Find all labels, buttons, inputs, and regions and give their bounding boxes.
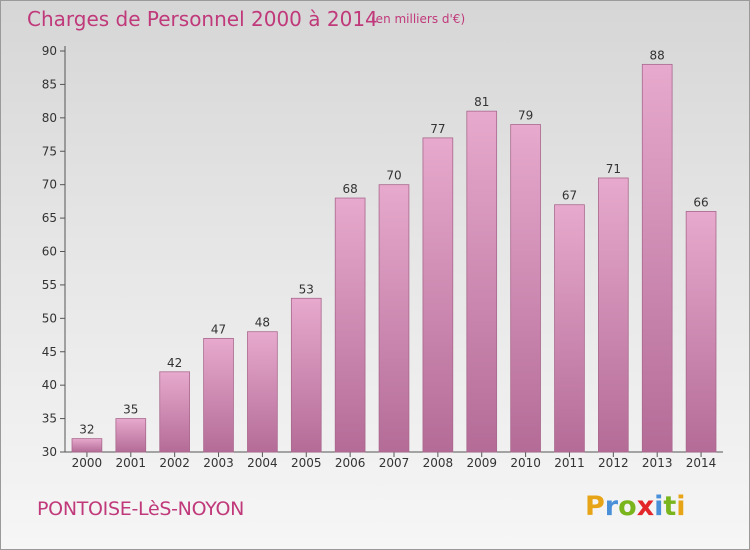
logo-letter: r xyxy=(604,491,619,522)
y-tick-label: 45 xyxy=(42,345,57,359)
data-label: 77 xyxy=(430,122,445,136)
logo-letter: i xyxy=(676,491,686,522)
data-label: 47 xyxy=(211,322,226,336)
bar xyxy=(685,210,717,453)
bar xyxy=(115,418,147,453)
bar xyxy=(510,124,541,453)
data-label: 70 xyxy=(386,169,401,183)
x-tick-label: 2005 xyxy=(291,456,322,470)
data-label: 68 xyxy=(342,182,357,196)
data-label: 53 xyxy=(299,282,314,296)
logo-letter: t xyxy=(663,491,677,522)
x-axis: 2000 2001 2002 2003 2004 2005 2006 2007 2008 2009… xyxy=(65,451,723,470)
bar xyxy=(247,331,278,453)
bar xyxy=(334,197,366,453)
y-tick-label: 60 xyxy=(42,245,57,259)
chart-subtitle: (en milliers d'€) xyxy=(371,12,466,26)
x-tick-label: 2000 xyxy=(72,456,103,470)
bar xyxy=(641,63,673,453)
data-label: 42 xyxy=(167,356,182,370)
bar xyxy=(598,177,629,453)
y-tick-label: 75 xyxy=(42,144,57,158)
bar xyxy=(71,438,103,453)
y-tick-label: 90 xyxy=(42,44,57,58)
commune-name: PONTOISE-LèS-NOYON xyxy=(37,498,245,520)
bar xyxy=(554,204,585,453)
x-tick-label: 2006 xyxy=(335,456,366,470)
x-tick-label: 2012 xyxy=(598,456,629,470)
y-axis: 30 35 40 45 50 55 60 65 70 75 80 85 90 xyxy=(42,44,66,459)
x-tick-label: 2007 xyxy=(379,456,410,470)
bar xyxy=(378,184,410,453)
y-tick-label: 30 xyxy=(42,445,57,459)
data-label: 32 xyxy=(79,423,94,437)
x-tick-label: 2011 xyxy=(554,456,585,470)
bar xyxy=(422,137,454,453)
bar xyxy=(466,110,498,453)
data-label: 67 xyxy=(562,189,577,203)
x-tick-label: 2010 xyxy=(510,456,541,470)
data-label: 79 xyxy=(518,109,533,123)
y-tick-label: 50 xyxy=(42,311,57,325)
logo-letter: o xyxy=(618,491,637,522)
y-tick-label: 65 xyxy=(42,211,57,225)
x-tick-label: 2014 xyxy=(686,456,717,470)
x-tick-label: 2004 xyxy=(247,456,278,470)
logo-letter: i xyxy=(654,491,664,522)
y-tick-label: 35 xyxy=(42,412,57,426)
y-tick-label: 40 xyxy=(42,378,57,392)
y-tick-label: 80 xyxy=(42,111,57,125)
bar xyxy=(290,297,322,453)
data-label: 35 xyxy=(123,403,138,417)
bars xyxy=(71,63,717,453)
x-tick-label: 2009 xyxy=(466,456,497,470)
logo-letter: x xyxy=(636,491,655,522)
data-label: 71 xyxy=(606,162,621,176)
proxiti-logo[interactable]: Proxiti xyxy=(585,491,686,522)
x-tick-label: 2001 xyxy=(116,456,147,470)
x-tick-label: 2003 xyxy=(203,456,234,470)
x-tick-label: 2002 xyxy=(159,456,190,470)
data-label: 88 xyxy=(650,48,665,62)
y-tick-label: 85 xyxy=(42,77,57,91)
x-tick-label: 2013 xyxy=(642,456,673,470)
data-label: 66 xyxy=(693,195,708,209)
data-labels: 32 35 42 47 48 53 68 70 77 81 79 67 71 88 66 xyxy=(79,48,708,436)
data-label: 81 xyxy=(474,95,489,109)
data-label: 48 xyxy=(255,316,270,330)
chart-title: Charges de Personnel 2000 à 2014 xyxy=(27,7,378,31)
bar xyxy=(203,337,234,453)
bar xyxy=(159,371,190,453)
logo-letter: P xyxy=(585,491,605,522)
x-tick-label: 2008 xyxy=(423,456,454,470)
y-tick-label: 55 xyxy=(42,278,57,292)
y-tick-label: 70 xyxy=(42,178,57,192)
